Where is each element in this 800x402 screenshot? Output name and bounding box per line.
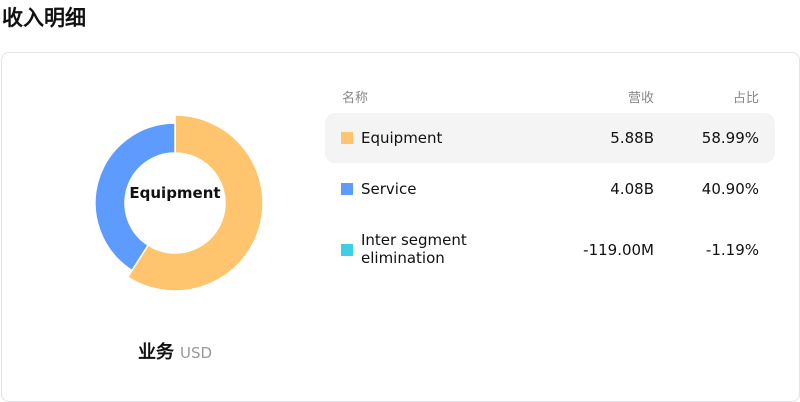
row-name: Equipment	[361, 129, 443, 147]
table-row-equipment[interactable]: Equipment 5.88B 58.99%	[325, 113, 775, 163]
legend-swatch	[341, 132, 353, 144]
row-name: Service	[361, 180, 417, 198]
row-share: 58.99%	[701, 129, 759, 147]
currency-label: USD	[179, 344, 213, 362]
row-revenue: -119.00M	[583, 241, 654, 259]
row-share: -1.19%	[705, 241, 759, 259]
segment-label: 业务	[137, 342, 174, 363]
header-name: 名称	[342, 91, 369, 106]
row-revenue: 4.08B	[610, 180, 654, 198]
donut-center-label: Equipment	[129, 184, 221, 202]
legend-swatch	[341, 244, 353, 256]
row-name: Inter segment elimination	[361, 231, 467, 267]
donut-slice-equipment[interactable]	[126, 114, 264, 292]
row-revenue: 5.88B	[610, 129, 654, 147]
segment-title: 业务 USD	[0, 338, 350, 364]
table-row-inter-segment[interactable]: Inter segment elimination -119.00M -1.19…	[325, 225, 775, 275]
header-revenue: 营收	[627, 91, 654, 106]
page-title: 收入明细	[2, 6, 86, 30]
header-share: 占比	[732, 91, 759, 106]
donut-slice-service[interactable]	[94, 122, 176, 272]
row-share: 40.90%	[701, 180, 759, 198]
table-row-service[interactable]: Service 4.08B 40.90%	[325, 164, 775, 214]
legend-swatch	[341, 183, 353, 195]
